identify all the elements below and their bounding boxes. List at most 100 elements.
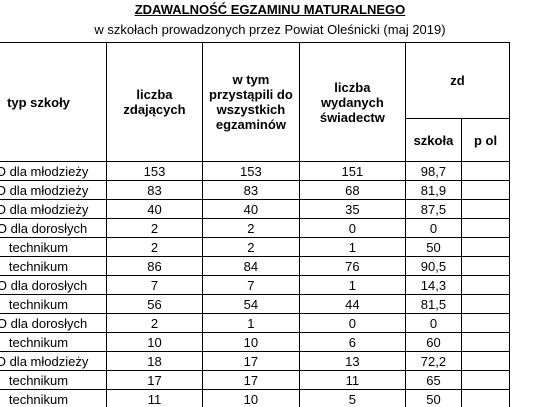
cell: 98,7 bbox=[404, 161, 463, 181]
cell: 0 bbox=[298, 313, 406, 333]
cell: technikum bbox=[0, 370, 107, 390]
cell: 1 bbox=[298, 237, 406, 257]
table: typ szkoły liczba zdających w tym przystąp… bbox=[0, 42, 511, 407]
subcolumn-header: p ol bbox=[461, 118, 510, 162]
column-header: typ szkoły bbox=[0, 42, 107, 162]
data-row: technikum 56 54 44 81,5 bbox=[0, 294, 510, 314]
title: ZDAWALNOŚĆ EGZAMINU MATURALNEGO bbox=[134, 2, 406, 17]
column-header: liczba zdających bbox=[105, 42, 203, 162]
cell: LO dla dorosłych bbox=[0, 275, 107, 295]
data-row: technikum 11 10 5 50 bbox=[0, 389, 510, 407]
column-header: w tym przystąpili do wszystkich egzaminó… bbox=[201, 42, 300, 162]
cell: 17 bbox=[201, 351, 300, 371]
cell: LO dla młodzieży bbox=[0, 199, 107, 219]
cell: 6 bbox=[298, 332, 406, 352]
cell: 50 bbox=[404, 237, 463, 257]
cell: LO dla dorosłych bbox=[0, 313, 107, 333]
column-header: zd bbox=[404, 42, 511, 119]
cell: 81,9 bbox=[404, 180, 463, 200]
data-row: technikum 86 84 76 90,5 bbox=[0, 256, 510, 276]
header-row: typ szkoły liczba zdających w tym przystąp… bbox=[0, 42, 511, 162]
cell: 50 bbox=[404, 389, 463, 407]
data-row: technikum 17 17 11 65 bbox=[0, 370, 510, 390]
cell: 76 bbox=[298, 256, 406, 276]
cell: 56 bbox=[105, 294, 203, 314]
cell: LO dla młodzieży bbox=[0, 161, 107, 181]
cell: 40 bbox=[201, 199, 300, 219]
cell: 18 bbox=[105, 351, 203, 371]
cell: 13 bbox=[298, 351, 406, 371]
cell: technikum bbox=[0, 237, 107, 257]
cell: 7 bbox=[105, 275, 203, 295]
subcolumn-header: szkoła bbox=[404, 118, 463, 162]
cell: 7 bbox=[201, 275, 300, 295]
cell: 35 bbox=[298, 199, 406, 219]
column-header: liczba wydanych świadectw bbox=[298, 42, 406, 162]
cell: 17 bbox=[105, 370, 203, 390]
cell: 10 bbox=[105, 332, 203, 352]
cell: 14,3 bbox=[404, 275, 463, 295]
cell: 60 bbox=[404, 332, 463, 352]
cell: 0 bbox=[404, 218, 463, 238]
cell bbox=[461, 389, 510, 407]
cell: 84 bbox=[201, 256, 300, 276]
cell: 2 bbox=[105, 313, 203, 333]
cell: technikum bbox=[0, 332, 107, 352]
cell: 83 bbox=[105, 180, 203, 200]
cell: 2 bbox=[201, 218, 300, 238]
cell: 90,5 bbox=[404, 256, 463, 276]
cell: 0 bbox=[298, 218, 406, 238]
cell: 81,5 bbox=[404, 294, 463, 314]
cell: 72,2 bbox=[404, 351, 463, 371]
cell: 2 bbox=[105, 218, 203, 238]
cell bbox=[461, 218, 510, 238]
cell bbox=[461, 275, 510, 295]
cell bbox=[461, 351, 510, 371]
cell: 153 bbox=[105, 161, 203, 181]
cell: 10 bbox=[201, 332, 300, 352]
cell bbox=[461, 161, 510, 181]
cell: LO dla młodzieży bbox=[0, 351, 107, 371]
cell: 11 bbox=[298, 370, 406, 390]
cell: 151 bbox=[298, 161, 406, 181]
cell: 83 bbox=[201, 180, 300, 200]
cell: technikum bbox=[0, 256, 107, 276]
cell: 87,5 bbox=[404, 199, 463, 219]
cell: 1 bbox=[201, 313, 300, 333]
data-row: technikum 10 10 6 60 bbox=[0, 332, 510, 352]
cell: LO dla młodzieży bbox=[0, 180, 107, 200]
cell bbox=[461, 370, 510, 390]
cell bbox=[461, 180, 510, 200]
cell: 65 bbox=[404, 370, 463, 390]
cell: 68 bbox=[298, 180, 406, 200]
cell bbox=[461, 313, 510, 333]
cell bbox=[461, 332, 510, 352]
subheader-row: szkoła p ol bbox=[0, 118, 510, 162]
cell: 11 bbox=[105, 389, 203, 407]
cell: 2 bbox=[201, 237, 300, 257]
cell bbox=[461, 237, 510, 257]
cell bbox=[461, 294, 510, 314]
cell: 1 bbox=[298, 275, 406, 295]
subtitle: w szkołach prowadzonych przez Powiat Ole… bbox=[94, 22, 446, 37]
cell: 54 bbox=[201, 294, 300, 314]
cell: 44 bbox=[298, 294, 406, 314]
cell: 0 bbox=[404, 313, 463, 333]
cell: technikum bbox=[0, 389, 107, 407]
data-row: technikum 2 2 1 50 bbox=[0, 237, 510, 257]
cell bbox=[461, 256, 510, 276]
cell bbox=[461, 199, 510, 219]
cell: LO dla dorosłych bbox=[0, 218, 107, 238]
cell: 2 bbox=[105, 237, 203, 257]
cell: 86 bbox=[105, 256, 203, 276]
cell: 17 bbox=[201, 370, 300, 390]
cell: 5 bbox=[298, 389, 406, 407]
cell: 40 bbox=[105, 199, 203, 219]
